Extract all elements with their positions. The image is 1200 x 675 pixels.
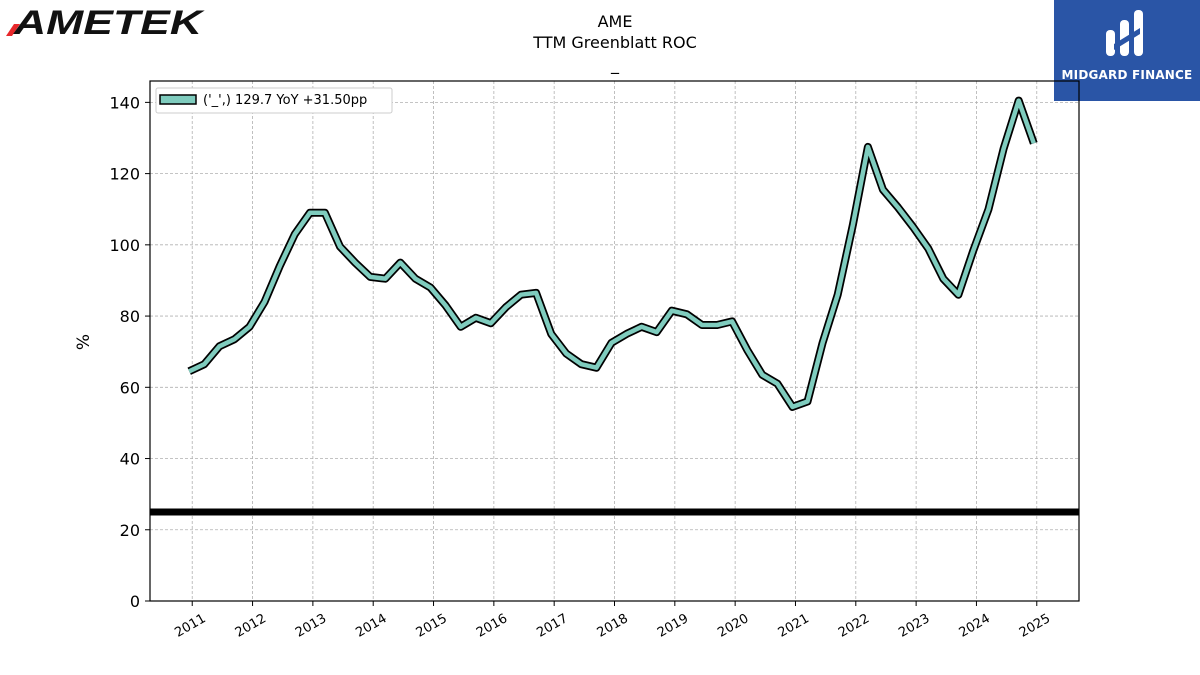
x-tick-label: 2018 bbox=[595, 611, 631, 641]
x-axis: 2011 2012 2013 2014 2015 2016 2017 2018 2019 2020… bbox=[172, 601, 1053, 641]
legend-swatch bbox=[159, 94, 197, 105]
x-tick-label: 2013 bbox=[293, 611, 329, 641]
y-tick-label: 40 bbox=[120, 450, 140, 469]
midgard-brand-text: MIDGARD FINANCE bbox=[1061, 68, 1193, 82]
series-line bbox=[188, 98, 1036, 410]
y-axis-label: % bbox=[74, 334, 94, 350]
x-tick-label: 2012 bbox=[233, 611, 269, 641]
legend: ('_',) 129.7 YoY +31.50pp bbox=[155, 87, 393, 114]
x-tick-label: 2019 bbox=[655, 611, 691, 641]
chart-title-subtitle: _ bbox=[610, 55, 620, 75]
x-tick-label: 2022 bbox=[836, 611, 872, 641]
x-tick-label: 2024 bbox=[957, 611, 993, 641]
chart-title-group: AME TTM Greenblatt ROC _ bbox=[532, 12, 697, 75]
midgard-emblem-icon bbox=[1106, 10, 1143, 56]
x-tick-label: 2020 bbox=[715, 611, 751, 641]
midgard-finance-logo: MIDGARD FINANCE bbox=[1054, 0, 1200, 101]
x-tick-label: 2016 bbox=[474, 611, 510, 641]
x-tick-label: 2021 bbox=[776, 611, 812, 641]
x-tick-label: 2017 bbox=[534, 611, 570, 641]
legend-box bbox=[155, 87, 393, 114]
x-tick-label: 2025 bbox=[1017, 611, 1053, 641]
y-axis: 0 20 40 60 80 100 120 140 bbox=[109, 93, 150, 611]
y-tick-label: 140 bbox=[109, 93, 140, 112]
chart-title-metric: TTM Greenblatt ROC bbox=[532, 33, 697, 52]
y-tick-label: 120 bbox=[109, 165, 140, 184]
y-tick-label: 0 bbox=[130, 592, 140, 611]
chart-title-ticker: AME bbox=[598, 12, 633, 31]
x-tick-label: 2015 bbox=[414, 611, 450, 641]
grid-lines bbox=[150, 81, 1079, 602]
y-tick-label: 20 bbox=[120, 521, 140, 540]
x-tick-label: 2023 bbox=[896, 611, 932, 641]
y-tick-label: 100 bbox=[109, 236, 140, 255]
y-tick-label: 80 bbox=[120, 307, 140, 326]
x-tick-label: 2011 bbox=[172, 611, 208, 641]
legend-label: ('_',) 129.7 YoY +31.50pp bbox=[203, 93, 367, 108]
ametek-logo-text: AMETEK bbox=[13, 6, 206, 38]
series-line-outline bbox=[187, 96, 1038, 411]
series-group bbox=[187, 96, 1038, 411]
ametek-logo: AMETEK bbox=[6, 6, 206, 38]
x-tick-label: 2014 bbox=[353, 611, 389, 641]
y-tick-label: 60 bbox=[120, 378, 140, 397]
ametek-logo-red-mark bbox=[6, 24, 20, 36]
